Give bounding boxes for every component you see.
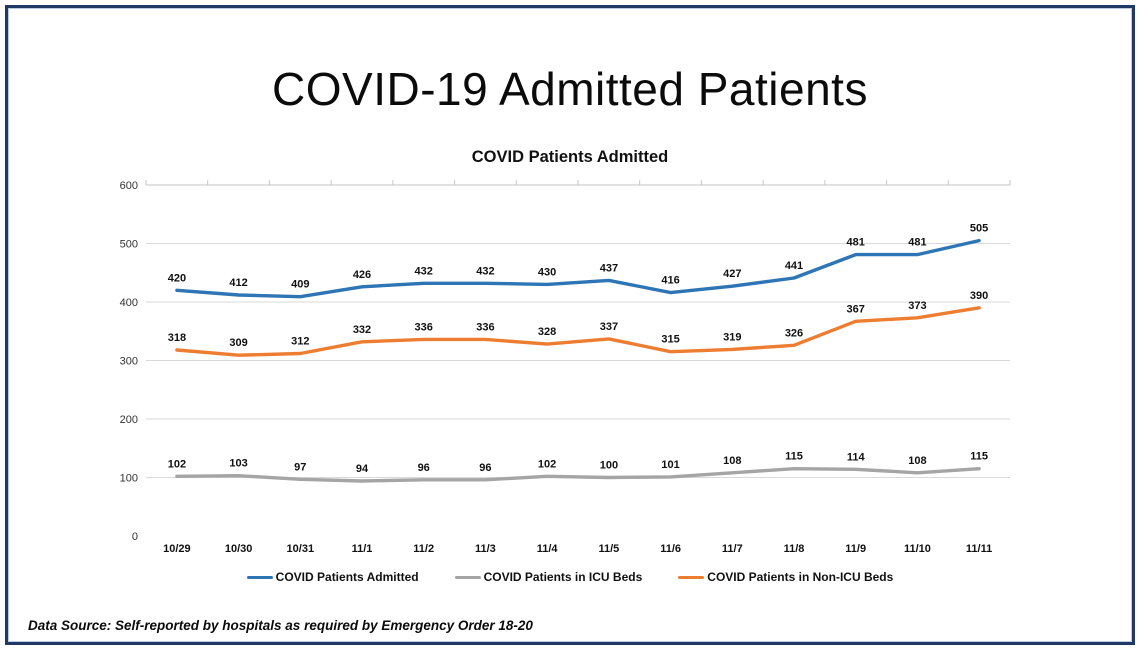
svg-text:336: 336: [476, 321, 494, 333]
svg-text:432: 432: [415, 265, 433, 277]
svg-text:481: 481: [847, 237, 865, 249]
page-border: [5, 5, 1135, 645]
svg-text:11/3: 11/3: [475, 543, 496, 555]
svg-text:315: 315: [661, 334, 679, 346]
svg-text:100: 100: [120, 473, 138, 485]
svg-text:11/1: 11/1: [352, 543, 373, 555]
svg-text:11/7: 11/7: [722, 543, 743, 555]
svg-text:11/6: 11/6: [660, 543, 681, 555]
svg-text:409: 409: [291, 279, 309, 291]
chart-title: COVID Patients Admitted: [471, 148, 669, 166]
svg-text:11/9: 11/9: [845, 543, 866, 555]
legend-label: COVID Patients Admitted: [275, 570, 419, 584]
svg-text:103: 103: [229, 458, 247, 470]
svg-text:102: 102: [538, 458, 556, 470]
svg-text:309: 309: [229, 337, 247, 349]
legend-item: COVID Patients in ICU Beds: [454, 570, 643, 584]
svg-text:336: 336: [415, 321, 433, 333]
chart-legend: COVID Patients Admitted COVID Patients in…: [0, 570, 1140, 584]
svg-text:400: 400: [120, 297, 138, 309]
svg-text:115: 115: [970, 451, 988, 463]
svg-text:108: 108: [908, 455, 926, 467]
svg-text:426: 426: [353, 269, 371, 281]
svg-text:10/29: 10/29: [163, 543, 191, 555]
svg-text:108: 108: [723, 455, 741, 467]
svg-text:10/30: 10/30: [225, 543, 253, 555]
svg-text:319: 319: [723, 331, 741, 343]
svg-text:300: 300: [120, 356, 138, 368]
svg-text:600: 600: [120, 180, 138, 192]
svg-text:367: 367: [847, 303, 865, 315]
svg-text:432: 432: [476, 265, 494, 277]
legend-item: COVID Patients in Non-ICU Beds: [678, 570, 893, 584]
svg-text:96: 96: [418, 462, 430, 474]
svg-text:441: 441: [785, 260, 803, 272]
svg-text:505: 505: [970, 223, 988, 235]
data-source-note: Data Source: Self-reported by hospitals …: [28, 618, 533, 633]
svg-text:96: 96: [479, 462, 491, 474]
page-title: COVID-19 Admitted Patients: [272, 63, 868, 115]
svg-text:11/11: 11/11: [966, 543, 992, 555]
svg-text:430: 430: [538, 266, 556, 278]
svg-text:328: 328: [538, 326, 556, 338]
svg-text:200: 200: [120, 414, 138, 426]
svg-text:11/8: 11/8: [784, 543, 805, 555]
svg-text:11/2: 11/2: [413, 543, 434, 555]
svg-text:114: 114: [847, 451, 866, 463]
svg-text:102: 102: [168, 458, 186, 470]
legend-line-swatch: [246, 575, 273, 579]
svg-text:337: 337: [600, 321, 618, 333]
svg-text:326: 326: [785, 327, 803, 339]
svg-text:390: 390: [970, 290, 988, 302]
legend-label: COVID Patients in ICU Beds: [483, 570, 643, 584]
legend-label: COVID Patients in Non-ICU Beds: [707, 570, 894, 584]
legend-line-swatch: [454, 575, 481, 579]
svg-text:437: 437: [600, 262, 618, 274]
legend-line-swatch: [678, 575, 705, 579]
svg-text:312: 312: [291, 336, 309, 348]
svg-text:373: 373: [908, 300, 926, 312]
svg-text:94: 94: [356, 463, 369, 475]
svg-text:115: 115: [785, 451, 803, 463]
svg-text:0: 0: [132, 531, 138, 543]
svg-text:97: 97: [294, 461, 306, 473]
svg-text:10/31: 10/31: [287, 543, 315, 555]
svg-text:412: 412: [229, 277, 247, 289]
svg-text:318: 318: [168, 332, 186, 344]
svg-text:416: 416: [661, 275, 679, 287]
legend-item: COVID Patients Admitted: [246, 570, 419, 584]
svg-text:11/10: 11/10: [904, 543, 931, 555]
svg-text:500: 500: [120, 239, 138, 251]
svg-text:427: 427: [723, 268, 741, 280]
svg-text:100: 100: [600, 460, 618, 472]
svg-text:481: 481: [908, 237, 926, 249]
svg-text:101: 101: [661, 459, 679, 471]
svg-text:11/5: 11/5: [598, 543, 619, 555]
svg-text:332: 332: [353, 324, 371, 336]
svg-text:11/4: 11/4: [537, 543, 559, 555]
svg-text:420: 420: [168, 272, 186, 284]
